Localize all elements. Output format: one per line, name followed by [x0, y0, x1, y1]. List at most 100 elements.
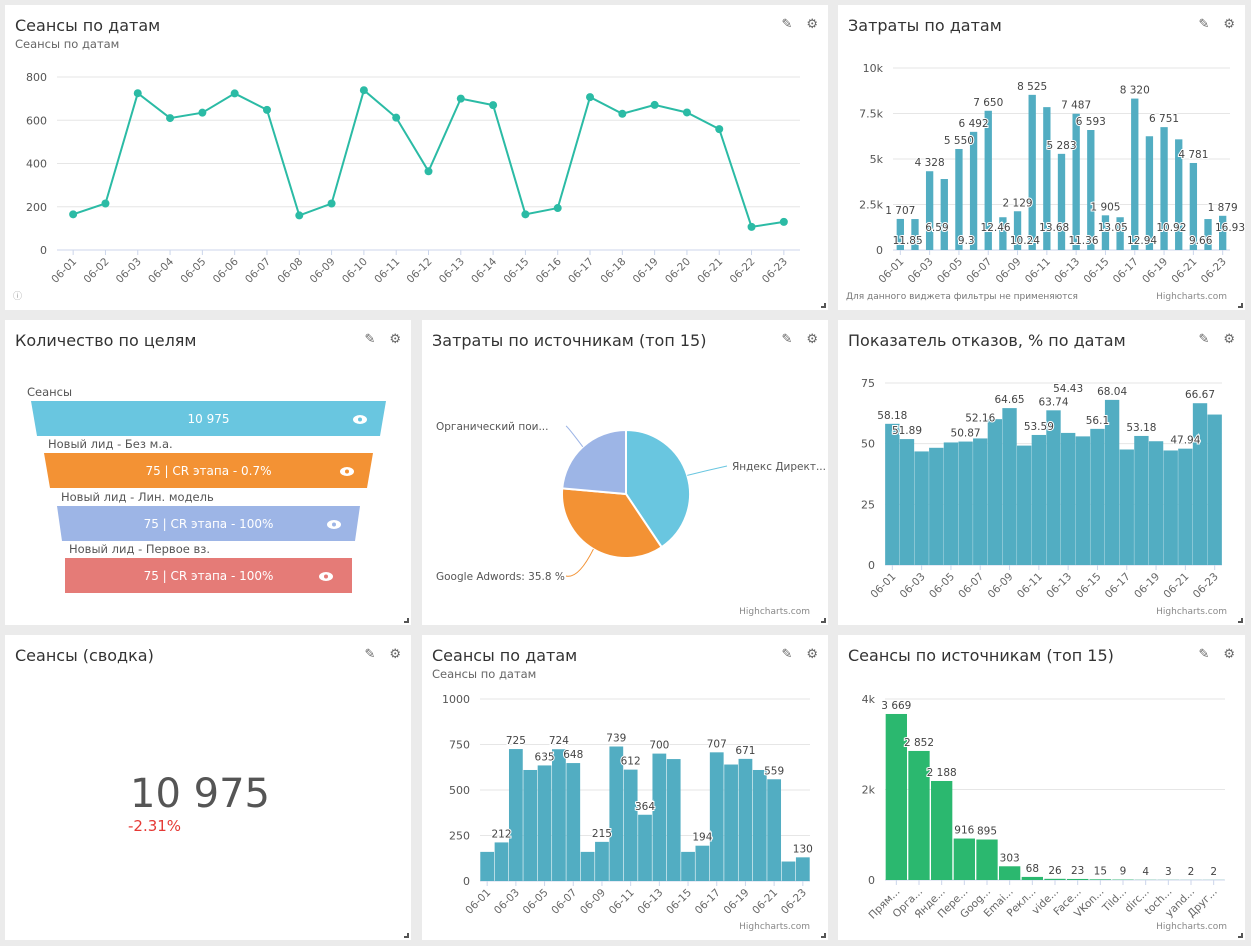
funnel-stage-value: 75 | CR этапа - 0.7%	[145, 464, 271, 478]
bar	[1207, 414, 1222, 565]
gear-icon[interactable]: ⚙	[389, 647, 401, 662]
highcharts-credit[interactable]: Highcharts.com	[739, 922, 810, 932]
bar	[652, 753, 667, 881]
gear-icon[interactable]: ⚙	[389, 332, 401, 347]
widget-subtitle: Сеансы по датам	[15, 37, 120, 51]
bar	[999, 866, 1021, 880]
bar	[738, 758, 753, 881]
bar	[911, 219, 919, 250]
resize-handle[interactable]	[404, 933, 409, 938]
pie-connector	[687, 465, 728, 476]
bar	[1060, 432, 1076, 565]
y-tick-label: 2.5k	[859, 199, 883, 212]
x-tick-label: 06-19	[631, 256, 661, 286]
x-tick-label: 06-18	[598, 256, 628, 286]
data-label: 2	[1188, 866, 1195, 878]
highcharts-credit[interactable]: Highcharts.com	[1156, 607, 1227, 617]
bar	[795, 857, 810, 881]
y-tick-label: 600	[26, 114, 47, 127]
pencil-icon[interactable]: ✎	[781, 332, 793, 347]
widget-sessions-sources: Сеансы по источникам (топ 15) ✎ ⚙ 0 2k 4k Пр…	[838, 635, 1245, 940]
data-label: 2 188	[927, 767, 957, 779]
x-tick-label: 06-10	[340, 256, 370, 286]
pie-slice	[561, 428, 627, 496]
bar	[1046, 410, 1061, 565]
x-tick-label: 06-13	[1052, 256, 1082, 286]
x-tick-label: 06-01	[463, 887, 493, 917]
x-tick-label: 06-09	[578, 887, 608, 917]
data-label: 52.16	[965, 412, 995, 424]
data-label: 7 487	[1061, 100, 1091, 112]
bar	[681, 851, 695, 881]
funnel-stage	[57, 506, 360, 541]
widget-sessions-line: Сеансы по датам Сеансы по датам ✎ ⚙ 0 200 4…	[5, 5, 828, 310]
bar	[1204, 219, 1212, 250]
summary-value: 10 975	[130, 771, 270, 817]
data-label: 212	[491, 828, 511, 840]
data-label: 9	[1120, 866, 1127, 878]
data-label: 194	[692, 832, 712, 844]
pie-label: Органический пои...	[436, 421, 548, 433]
resize-handle[interactable]	[404, 618, 409, 623]
bar	[899, 439, 915, 565]
gear-icon[interactable]: ⚙	[1223, 647, 1235, 662]
x-tick-label: 06-23	[760, 256, 790, 286]
pencil-icon[interactable]: ✎	[1198, 647, 1210, 662]
data-point	[198, 108, 207, 117]
x-tick-label: 06-01	[868, 571, 898, 601]
highcharts-credit[interactable]: Highcharts.com	[1156, 922, 1227, 932]
data-label: 8 525	[1017, 81, 1047, 93]
pencil-icon[interactable]: ✎	[364, 332, 376, 347]
data-label: 2 129	[1003, 197, 1033, 209]
bar	[896, 218, 904, 250]
x-tick-label: 06-19	[1140, 256, 1170, 286]
gear-icon[interactable]: ⚙	[806, 647, 818, 662]
data-label: 68.04	[1097, 386, 1127, 398]
x-tick-label: 06-19	[1132, 571, 1162, 601]
x-tick-label: 06-11	[1015, 571, 1045, 601]
resize-handle[interactable]	[1238, 303, 1243, 308]
data-point	[586, 93, 595, 102]
x-tick-label: 06-04	[146, 255, 176, 285]
x-tick-label: 06-03	[898, 571, 928, 601]
gear-icon[interactable]: ⚙	[1223, 17, 1235, 32]
x-tick-label: 06-12	[405, 256, 435, 286]
widget-title: Затраты по источникам (топ 15)	[432, 331, 707, 350]
gear-icon[interactable]: ⚙	[806, 332, 818, 347]
resize-handle[interactable]	[821, 933, 826, 938]
highcharts-credit[interactable]: Highcharts.com	[1156, 292, 1227, 302]
data-label: 3 669	[881, 700, 911, 712]
resize-handle[interactable]	[821, 303, 826, 308]
highcharts-credit[interactable]: Highcharts.com	[739, 607, 810, 617]
help-icon[interactable]: ⓘ	[13, 292, 23, 302]
resize-handle[interactable]	[1238, 933, 1243, 938]
resize-handle[interactable]	[1238, 618, 1243, 623]
secondary-data-label: 11.85	[893, 235, 923, 247]
x-tick-label: 06-11	[372, 256, 402, 286]
gear-icon[interactable]: ⚙	[806, 17, 818, 32]
bar	[1031, 434, 1047, 565]
pencil-icon[interactable]: ✎	[781, 17, 793, 32]
y-tick-label: 5k	[870, 153, 884, 166]
y-tick-label: 75	[861, 377, 875, 390]
data-label: 26	[1048, 865, 1062, 877]
bar	[1044, 878, 1066, 880]
funnel-stage-label: Новый лид - Лин. модель	[61, 490, 214, 504]
x-tick-label: Tild...	[1100, 886, 1129, 915]
pencil-icon[interactable]: ✎	[364, 647, 376, 662]
bar	[537, 765, 552, 881]
data-point	[166, 114, 175, 123]
x-tick-label: 06-06	[211, 255, 241, 285]
secondary-data-label: 12.94	[1127, 235, 1157, 247]
bar	[1160, 127, 1168, 250]
bar	[929, 447, 944, 565]
data-point	[553, 204, 562, 213]
pencil-icon[interactable]: ✎	[1198, 17, 1210, 32]
y-tick-label: 200	[26, 201, 47, 214]
pencil-icon[interactable]: ✎	[781, 647, 793, 662]
resize-handle[interactable]	[821, 618, 826, 623]
bar	[1072, 113, 1080, 250]
gear-icon[interactable]: ⚙	[1223, 332, 1235, 347]
pencil-icon[interactable]: ✎	[1198, 332, 1210, 347]
bar	[1192, 403, 1208, 565]
